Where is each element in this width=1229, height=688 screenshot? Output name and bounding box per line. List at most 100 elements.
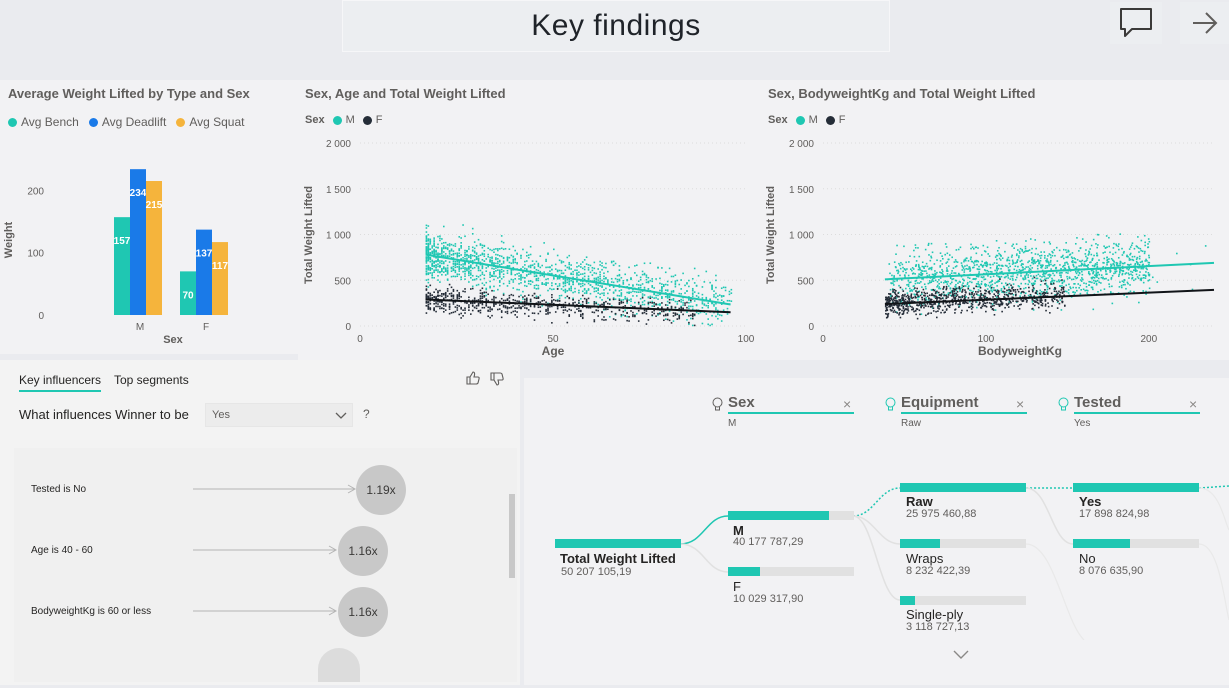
node-sex-m-label[interactable]: M — [733, 523, 744, 538]
node-sex-f-label[interactable]: F — [733, 579, 741, 594]
point-f — [921, 296, 923, 299]
point-m — [688, 323, 690, 326]
level-tested-header[interactable]: Tested — [1074, 394, 1122, 411]
point-m — [1071, 278, 1073, 281]
thumbs-up-icon[interactable] — [465, 370, 481, 386]
point-f — [936, 298, 938, 300]
node-equip-single-bar[interactable] — [900, 596, 1026, 605]
point-m — [585, 291, 588, 293]
point-m — [477, 238, 480, 241]
level-sex-header[interactable]: Sex — [728, 394, 755, 411]
point-m — [1138, 255, 1141, 258]
thumbs-down-icon[interactable] — [489, 371, 505, 387]
point-f — [1011, 287, 1013, 290]
point-f — [442, 292, 445, 295]
point-m — [1087, 266, 1089, 269]
bar-avg-bench-F — [180, 271, 196, 315]
point-f — [497, 308, 499, 311]
point-m — [1065, 249, 1067, 251]
scatter-bw-legend[interactable]: Sex M F — [768, 114, 845, 126]
point-m — [1098, 273, 1101, 276]
y-tick: 2 000 — [326, 139, 351, 150]
ki-row-label-3[interactable]: BodyweightKg is 60 or less — [31, 606, 152, 617]
node-equip-single-label[interactable]: Single-ply — [906, 607, 964, 622]
decomposition-tree-panel[interactable] — [524, 378, 1229, 685]
point-f — [477, 302, 480, 305]
point-f — [935, 295, 937, 298]
node-tested-yes-label[interactable]: Yes — [1079, 494, 1102, 509]
point-f — [957, 303, 959, 306]
scatter-age-panel[interactable] — [298, 80, 760, 360]
point-m — [429, 253, 432, 256]
point-m — [1130, 244, 1133, 247]
comment-button[interactable] — [1110, 2, 1162, 44]
point-m — [672, 291, 675, 293]
node-equip-wraps-label[interactable]: Wraps — [906, 551, 944, 566]
scatter-age-legend[interactable]: Sex M F — [305, 114, 382, 126]
point-f — [489, 308, 491, 310]
point-m — [1138, 257, 1141, 260]
ki-bubble-2[interactable]: 1.16x — [338, 526, 388, 576]
remove-level-tested-icon[interactable]: × — [1189, 396, 1198, 412]
point-m — [1097, 290, 1099, 293]
point-f — [632, 314, 634, 316]
point-m — [610, 305, 613, 307]
node-equip-wraps-bar[interactable] — [900, 539, 1026, 548]
next-page-button[interactable] — [1180, 2, 1229, 44]
bar-data-label: 137 — [196, 249, 213, 260]
point-f — [943, 294, 945, 297]
point-m — [641, 270, 644, 273]
node-equip-raw-bar[interactable] — [900, 483, 1026, 492]
point-f — [973, 293, 976, 295]
point-m — [1134, 278, 1137, 280]
point-f — [937, 307, 939, 309]
node-tested-no-label[interactable]: No — [1079, 551, 1096, 566]
scatter-bw-panel[interactable] — [760, 80, 1229, 360]
point-m — [686, 319, 688, 321]
remove-level-sex-icon[interactable]: × — [843, 396, 852, 412]
point-f — [489, 306, 491, 309]
ki-row-label-2[interactable]: Age is 40 - 60 — [31, 545, 93, 556]
point-f — [971, 292, 973, 294]
node-sex-m-bar[interactable] — [728, 511, 854, 520]
node-equip-raw-label[interactable]: Raw — [906, 494, 933, 509]
point-m — [945, 281, 948, 283]
point-m — [977, 260, 980, 263]
point-f — [663, 310, 665, 313]
winner-value-dropdown[interactable]: Yes — [205, 403, 353, 427]
point-m — [930, 281, 933, 284]
ki-scrollbar[interactable] — [509, 494, 515, 578]
point-m — [998, 275, 1001, 278]
point-m — [489, 276, 491, 278]
ki-bubble-3[interactable]: 1.16x — [338, 587, 388, 637]
point-m — [468, 265, 470, 268]
node-sex-f-bar[interactable] — [728, 567, 854, 576]
point-m — [1090, 269, 1093, 272]
point-m — [927, 242, 930, 245]
point-m — [454, 260, 457, 263]
tab-top-segments[interactable]: Top segments — [114, 373, 189, 387]
point-m — [899, 267, 902, 270]
node-root-bar[interactable] — [555, 539, 681, 548]
bar-chart-legend[interactable]: Avg Bench Avg Deadlift Avg Squat — [8, 115, 244, 129]
help-icon[interactable]: ? — [363, 407, 370, 421]
remove-level-equipment-icon[interactable]: × — [1016, 396, 1025, 412]
point-f — [429, 307, 432, 309]
node-tested-no-bar[interactable] — [1073, 539, 1199, 548]
tab-key-influencers[interactable]: Key influencers — [19, 373, 102, 392]
ki-bubble-1[interactable]: 1.19x — [356, 465, 406, 515]
point-m — [1091, 281, 1093, 284]
expand-more-icon[interactable] — [952, 649, 970, 661]
point-m — [695, 285, 698, 287]
ki-row-label-1[interactable]: Tested is No — [31, 484, 87, 495]
node-tested-yes-bar[interactable] — [1073, 483, 1199, 492]
point-f — [904, 303, 906, 306]
point-f — [1029, 293, 1032, 296]
point-m — [468, 248, 470, 250]
node-root-label[interactable]: Total Weight Lifted — [560, 551, 676, 566]
level-equipment-header[interactable]: Equipment — [901, 394, 979, 411]
point-m — [909, 268, 912, 271]
point-m — [946, 270, 949, 272]
point-m — [502, 273, 505, 276]
point-m — [450, 275, 453, 278]
